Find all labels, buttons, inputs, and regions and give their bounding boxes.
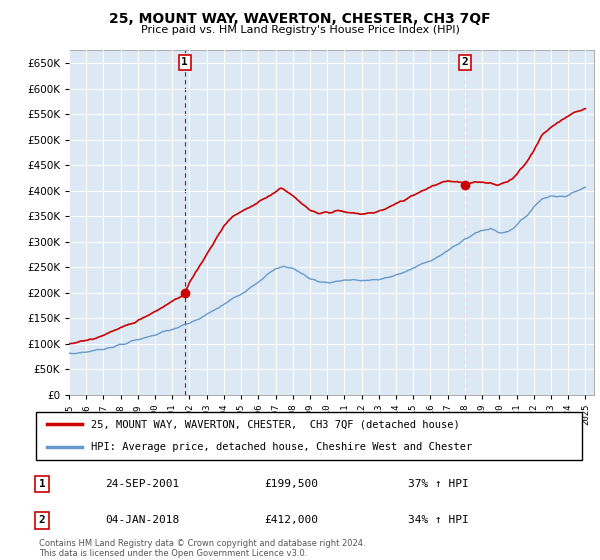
Text: 1: 1 xyxy=(181,58,188,67)
Text: 25, MOUNT WAY, WAVERTON, CHESTER,  CH3 7QF (detached house): 25, MOUNT WAY, WAVERTON, CHESTER, CH3 7Q… xyxy=(91,419,460,430)
Text: £199,500: £199,500 xyxy=(264,479,318,489)
Text: HPI: Average price, detached house, Cheshire West and Chester: HPI: Average price, detached house, Ches… xyxy=(91,442,472,452)
Text: 1: 1 xyxy=(38,479,46,489)
Text: £412,000: £412,000 xyxy=(264,515,318,525)
Text: 34% ↑ HPI: 34% ↑ HPI xyxy=(408,515,469,525)
Text: Contains HM Land Registry data © Crown copyright and database right 2024.: Contains HM Land Registry data © Crown c… xyxy=(39,539,365,548)
Text: 2: 2 xyxy=(38,515,46,525)
Text: 04-JAN-2018: 04-JAN-2018 xyxy=(105,515,179,525)
Text: This data is licensed under the Open Government Licence v3.0.: This data is licensed under the Open Gov… xyxy=(39,549,307,558)
Text: 25, MOUNT WAY, WAVERTON, CHESTER, CH3 7QF: 25, MOUNT WAY, WAVERTON, CHESTER, CH3 7Q… xyxy=(109,12,491,26)
Text: 24-SEP-2001: 24-SEP-2001 xyxy=(105,479,179,489)
Text: Price paid vs. HM Land Registry's House Price Index (HPI): Price paid vs. HM Land Registry's House … xyxy=(140,25,460,35)
Text: 2: 2 xyxy=(461,58,469,67)
Text: 37% ↑ HPI: 37% ↑ HPI xyxy=(408,479,469,489)
